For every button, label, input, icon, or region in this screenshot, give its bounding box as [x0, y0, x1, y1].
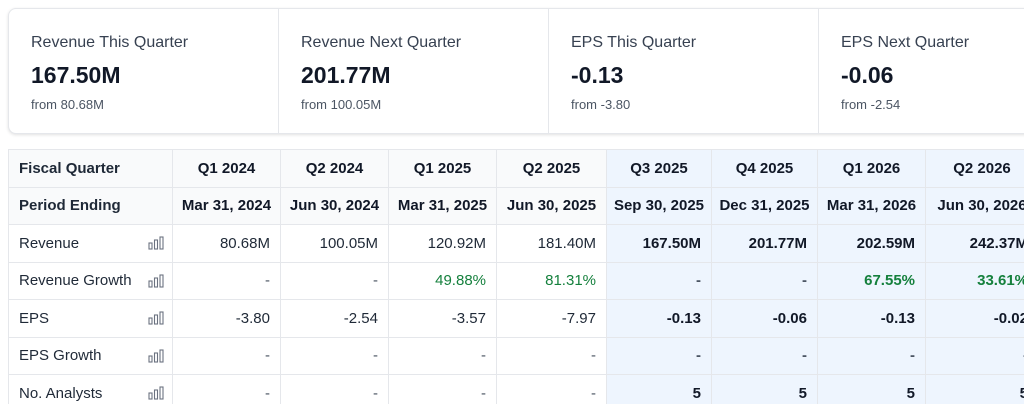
table-cell: 242.37M: [925, 224, 1024, 263]
estimates-table: Fiscal Quarter Q1 2024 Q2 2024 Q1 2025 Q2 20…: [8, 149, 1024, 404]
card-eps-this-quarter: EPS This Quarter -0.13 from -3.80: [549, 9, 819, 133]
table-cell: -: [172, 261, 281, 300]
table-cell: 201.77M: [711, 224, 818, 263]
row-label: EPS: [19, 309, 50, 327]
table-cell: -: [280, 374, 389, 404]
card-subtext: from 100.05M: [301, 97, 382, 112]
period-ending-row-cell: Jun 30, 2024: [280, 186, 389, 225]
bar-chart-icon[interactable]: [148, 386, 164, 400]
bar-chart-icon[interactable]: [148, 274, 164, 288]
table-cell: -: [817, 336, 926, 375]
period-ending-row-cell: Sep 30, 2025: [606, 186, 712, 225]
card-value: 201.77M: [301, 62, 391, 88]
card-eps-next-quarter: EPS Next Quarter -0.06 from -2.54: [819, 9, 1024, 133]
table-row: Revenue Growth - -49.88% 81.31% - -67.55% 33.6…: [8, 261, 1024, 300]
table-cell: -: [606, 261, 712, 300]
table-cell: 167.50M: [606, 224, 712, 263]
fiscal-quarter-row-cell: Q1 2026: [817, 149, 926, 188]
table-cell: -: [711, 336, 818, 375]
period-ending-row: Period Ending Mar 31, 2024 Jun 30, 2024 Mar…: [8, 186, 1024, 225]
table-cell: -3.80: [172, 299, 281, 338]
table-cell: -0.13: [817, 299, 926, 338]
card-value: -0.13: [571, 62, 624, 88]
row-label-cell: Revenue Growth: [8, 261, 173, 300]
table-cell: 181.40M: [496, 224, 607, 263]
period-ending-row-cell: Mar 31, 2026: [817, 186, 926, 225]
fiscal-quarter-row-label: Fiscal Quarter: [8, 149, 173, 188]
table-cell: 80.68M: [172, 224, 281, 263]
table-cell: -: [606, 336, 712, 375]
table-cell: 67.55%: [817, 261, 926, 300]
period-ending-row-cell: Mar 31, 2025: [388, 186, 497, 225]
table-cell: -: [496, 336, 607, 375]
row-label-cell: Revenue: [8, 224, 173, 263]
row-label: Revenue: [19, 234, 80, 252]
bar-chart-icon[interactable]: [148, 236, 164, 250]
row-label-cell: EPS Growth: [8, 336, 173, 375]
table-cell: 202.59M: [817, 224, 926, 263]
summary-cards: Revenue This Quarter 167.50M from 80.68M…: [8, 8, 1024, 134]
period-ending-row-cell: Mar 31, 2024: [172, 186, 281, 225]
row-label: No. Analysts: [19, 384, 103, 402]
table-cell: -: [388, 374, 497, 404]
table-row: EPS -3.80 -2.54 -3.57 -7.97 -0.13 -0.06 -0.13 -0…: [8, 299, 1024, 338]
table-cell: 5: [711, 374, 818, 404]
table-cell: -2.54: [280, 299, 389, 338]
period-ending-row-cell: Jun 30, 2026: [925, 186, 1024, 225]
card-title: EPS Next Quarter: [841, 34, 970, 51]
period-ending-row-cell: Jun 30, 2025: [496, 186, 607, 225]
card-subtext: from -3.80: [571, 97, 631, 112]
table-cell: -: [496, 374, 607, 404]
table-cell: 49.88%: [388, 261, 497, 300]
table-cell: -: [172, 336, 281, 375]
fiscal-quarter-row-cell: Q4 2025: [711, 149, 818, 188]
table-row: No. Analysts----5555: [8, 374, 1024, 404]
table-cell: 81.31%: [496, 261, 607, 300]
table-cell: -0.02: [925, 299, 1024, 338]
table-row: EPS Growth--------: [8, 336, 1024, 375]
card-subtext: from -2.54: [841, 97, 901, 112]
fiscal-quarter-row-cell: Q1 2024: [172, 149, 281, 188]
card-value: -0.06: [841, 62, 894, 88]
fiscal-quarter-row-cell: Q2 2026: [925, 149, 1024, 188]
table-cell: -: [280, 336, 389, 375]
table-cell: 100.05M: [280, 224, 389, 263]
card-title: Revenue Next Quarter: [301, 34, 462, 51]
card-subtext: from 80.68M: [31, 97, 104, 112]
row-label-cell: EPS: [8, 299, 173, 338]
row-label: EPS Growth: [19, 347, 102, 365]
table-cell: -: [711, 261, 818, 300]
table-cell: -: [388, 336, 497, 375]
fiscal-quarter-row-cell: Q2 2024: [280, 149, 389, 188]
row-label-cell: No. Analysts: [8, 374, 173, 404]
fiscal-quarter-row: Fiscal Quarter Q1 2024 Q2 2024 Q1 2025 Q2 20…: [8, 149, 1024, 188]
table-cell: 5: [817, 374, 926, 404]
table-cell: -0.13: [606, 299, 712, 338]
card-value: 167.50M: [31, 62, 121, 88]
row-label: Revenue Growth: [19, 272, 132, 290]
card-revenue-this-quarter: Revenue This Quarter 167.50M from 80.68M: [9, 9, 279, 133]
table-cell: -0.06: [711, 299, 818, 338]
table-cell: -: [925, 336, 1024, 375]
table-cell: -: [280, 261, 389, 300]
table-cell: -: [172, 374, 281, 404]
fiscal-quarter-row-cell: Q1 2025: [388, 149, 497, 188]
card-title: Revenue This Quarter: [31, 34, 189, 51]
period-ending-row-label: Period Ending: [8, 186, 173, 225]
table-cell: -7.97: [496, 299, 607, 338]
card-revenue-next-quarter: Revenue Next Quarter 201.77M from 100.05…: [279, 9, 549, 133]
table-cell: 120.92M: [388, 224, 497, 263]
bar-chart-icon[interactable]: [148, 311, 164, 325]
period-ending-row-cell: Dec 31, 2025: [711, 186, 818, 225]
table-cell: -3.57: [388, 299, 497, 338]
table-cell: 33.61%: [925, 261, 1024, 300]
fiscal-quarter-row-cell: Q3 2025: [606, 149, 712, 188]
bar-chart-icon[interactable]: [148, 349, 164, 363]
table-row: Revenue 80.68M 100.05M 120.92M 181.40M 167.50…: [8, 224, 1024, 263]
table-cell: 5: [925, 374, 1024, 404]
table-cell: 5: [606, 374, 712, 404]
fiscal-quarter-row-cell: Q2 2025: [496, 149, 607, 188]
card-title: EPS This Quarter: [571, 34, 697, 51]
